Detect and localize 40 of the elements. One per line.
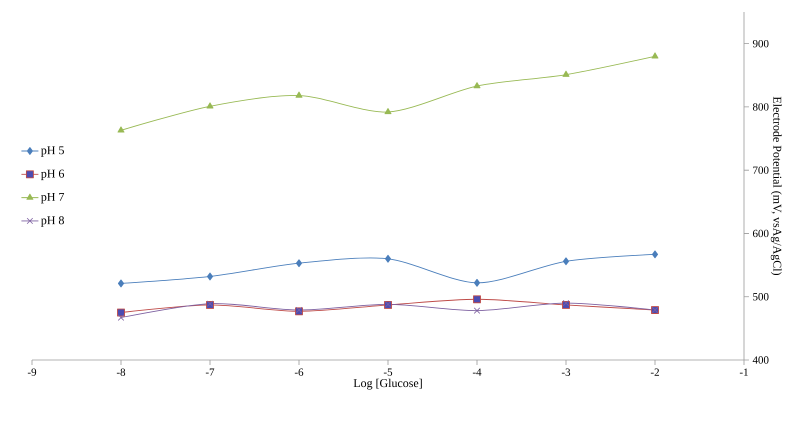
x-tick-label: -8 [116, 368, 126, 376]
x-tick-label: -4 [472, 368, 482, 376]
legend-label: pH 8 [41, 216, 64, 227]
point [296, 92, 302, 98]
y2-tick-label: 600 [752, 230, 769, 238]
point [118, 126, 124, 133]
point [474, 278, 480, 287]
point [562, 257, 570, 266]
point [296, 259, 302, 268]
point [206, 272, 214, 280]
x-tick-label: -1 [740, 368, 748, 376]
point [562, 70, 570, 77]
point [474, 307, 480, 314]
x-tick-label: -2 [650, 368, 659, 376]
point [118, 314, 124, 321]
x-tick-label: -5 [384, 368, 392, 376]
legend-label: pH 5 [41, 146, 64, 157]
x-tick-label: -6 [294, 368, 304, 376]
x-tick-label: -7 [206, 368, 214, 376]
y2-tick-label: 400 [752, 356, 769, 364]
point [384, 108, 392, 114]
point [206, 102, 214, 108]
point [384, 254, 392, 263]
point [117, 308, 125, 316]
point [118, 280, 124, 288]
point [652, 250, 658, 258]
point [473, 295, 481, 304]
y2-axis-title: Electrode Potential (mV, vsAg/AgCl) [770, 96, 782, 276]
x-tick-label: -3 [562, 368, 570, 376]
y2-tick-label: 900 [752, 40, 769, 48]
y2-tick-label: 800 [752, 103, 769, 111]
legend-label: pH 7 [41, 192, 64, 204]
x-axis-title: Log [Glucose] [354, 378, 422, 390]
point [474, 82, 480, 88]
point [652, 52, 658, 58]
y2-tick-label: 700 [753, 166, 769, 174]
legend-label: pH 6 [41, 170, 64, 180]
y2-tick-label: 500 [753, 293, 769, 300]
point [562, 300, 570, 306]
x-tick-label: -9 [28, 368, 36, 376]
